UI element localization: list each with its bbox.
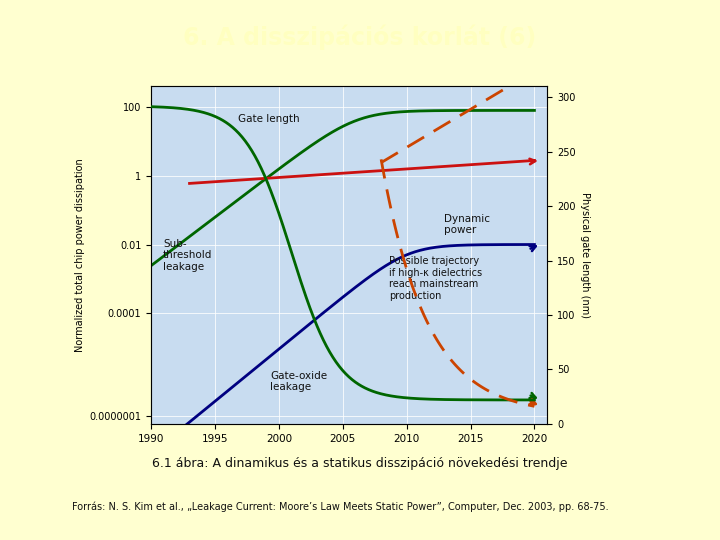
Text: 6. A disszipációs korlát (6): 6. A disszipációs korlát (6): [184, 24, 536, 50]
Text: Possible trajectory
if high-κ dielectrics
reach mainstream
production: Possible trajectory if high-κ dielectric…: [389, 256, 482, 301]
Text: Dynamic
power: Dynamic power: [444, 214, 490, 235]
Y-axis label: Physical gate length (nm): Physical gate length (nm): [580, 192, 590, 318]
Text: 6.1 ábra: A dinamikus és a statikus disszipáció növekedési trendje: 6.1 ábra: A dinamikus és a statikus diss…: [152, 457, 568, 470]
Text: Gate-oxide
leakage: Gate-oxide leakage: [270, 370, 327, 392]
Text: Forrás: N. S. Kim et al., „Leakage Current: Moore’s Law Meets Static Power”, Com: Forrás: N. S. Kim et al., „Leakage Curre…: [72, 502, 608, 512]
Y-axis label: Normalized total chip power dissipation: Normalized total chip power dissipation: [76, 158, 85, 352]
Text: Gate length: Gate length: [238, 114, 300, 124]
Text: Sub-
threshold
leakage: Sub- threshold leakage: [163, 239, 212, 272]
